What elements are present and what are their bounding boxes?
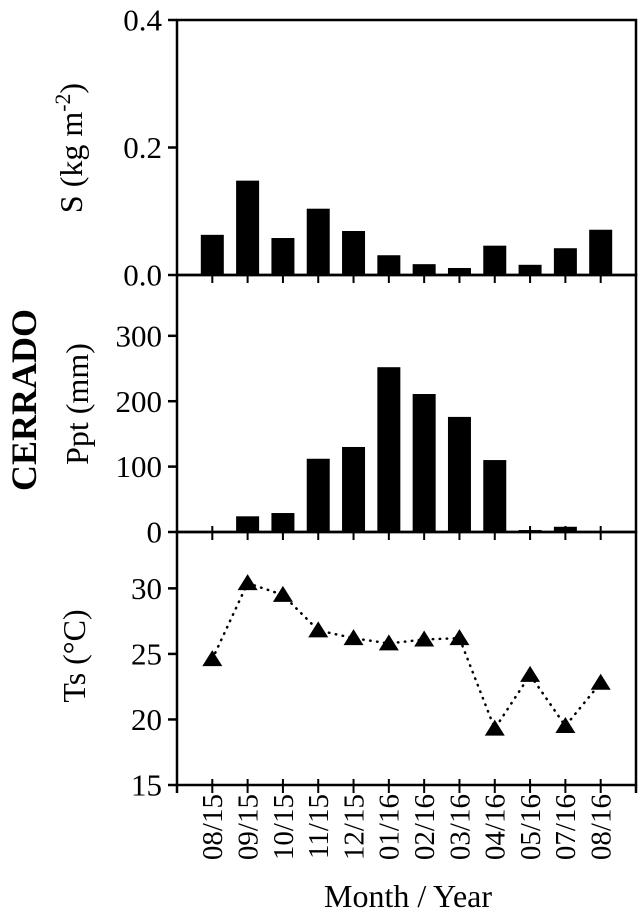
ppt-y-tick-label-0: 0 (147, 515, 163, 550)
s-flux-bar-08/15 (200, 234, 224, 275)
s-flux-bar-07/16 (553, 248, 577, 275)
ts-marker-08/15 (202, 650, 223, 667)
ppt-bar-09/15 (236, 516, 260, 532)
s-flux-bar-03/16 (447, 267, 471, 275)
x-tick-label-07/16: 07/16 (550, 794, 582, 860)
x-tick-label-11/15: 11/15 (303, 794, 335, 859)
x-tick-label-03/16: 03/16 (444, 794, 476, 860)
x-axis-title: Month / Year (323, 878, 493, 914)
ppt-bar-11/15 (306, 458, 330, 532)
s-flux-bar-09/15 (236, 180, 260, 275)
s-flux-y-tick-label-0.2: 0.2 (123, 130, 162, 165)
ts-marker-11/15 (308, 621, 329, 638)
x-tick-label-05/16: 05/16 (515, 794, 547, 860)
ts-marker-12/15 (343, 629, 364, 646)
ts-marker-10/15 (272, 585, 293, 602)
s-flux-bar-05/16 (518, 264, 542, 275)
s-flux-bar-08/16 (589, 229, 613, 275)
ts-marker-05/16 (520, 665, 541, 682)
ts-marker-02/16 (414, 630, 435, 647)
ts-y-tick-label-20: 20 (131, 702, 162, 737)
s-flux-bar-01/16 (377, 255, 401, 275)
x-tick-label-10/15: 10/15 (268, 794, 300, 860)
x-tick-label-01/16: 01/16 (374, 794, 406, 860)
ts-y-tick-label-30: 30 (131, 571, 162, 606)
s-flux-bar-12/15 (342, 231, 366, 275)
ts-marker-09/15 (237, 574, 258, 591)
x-tick-label-08/16: 08/16 (586, 794, 618, 860)
ppt-y-tick-label-100: 100 (116, 449, 163, 484)
ppt-y-tick-label-300: 300 (116, 318, 163, 353)
s-flux-y-tick-label-0.0: 0.0 (123, 258, 162, 293)
ppt-bar-03/16 (447, 416, 471, 532)
s-flux-bar-11/15 (306, 208, 330, 275)
ppt-bar-10/15 (271, 513, 295, 532)
x-tick-label-08/15: 08/15 (197, 794, 229, 860)
s-flux-bar-10/15 (271, 238, 295, 275)
s-flux-bar-02/16 (412, 264, 436, 275)
ts-dotted-line (211, 581, 602, 732)
ts-marker-04/16 (484, 719, 505, 736)
ppt-bar-04/16 (483, 460, 507, 532)
ts-marker-07/16 (555, 717, 576, 734)
ts-marker-08/16 (590, 673, 611, 690)
ppt-bar-12/15 (342, 446, 366, 532)
ppt-bar-07/16 (553, 526, 577, 532)
ts-panel-frame (175, 530, 638, 787)
x-tick-label-09/15: 09/15 (232, 794, 264, 860)
ts-y-tick-label-15: 15 (131, 768, 162, 803)
x-tick-label-04/16: 04/16 (480, 794, 512, 860)
x-tick-label-02/16: 02/16 (409, 794, 441, 860)
ppt-bar-02/16 (412, 394, 436, 532)
ppt-panel-frame (175, 273, 638, 534)
s-flux-bar-04/16 (483, 245, 507, 275)
ppt-bar-01/16 (377, 367, 401, 532)
ts-y-tick-label-25: 25 (131, 636, 162, 671)
ts-marker-01/16 (378, 634, 399, 651)
ts-marker-03/16 (449, 629, 470, 646)
x-tick-label-12/15: 12/15 (338, 794, 370, 860)
s-flux-y-tick-label-0.4: 0.4 (123, 3, 162, 38)
ppt-y-tick-label-200: 200 (116, 384, 163, 419)
